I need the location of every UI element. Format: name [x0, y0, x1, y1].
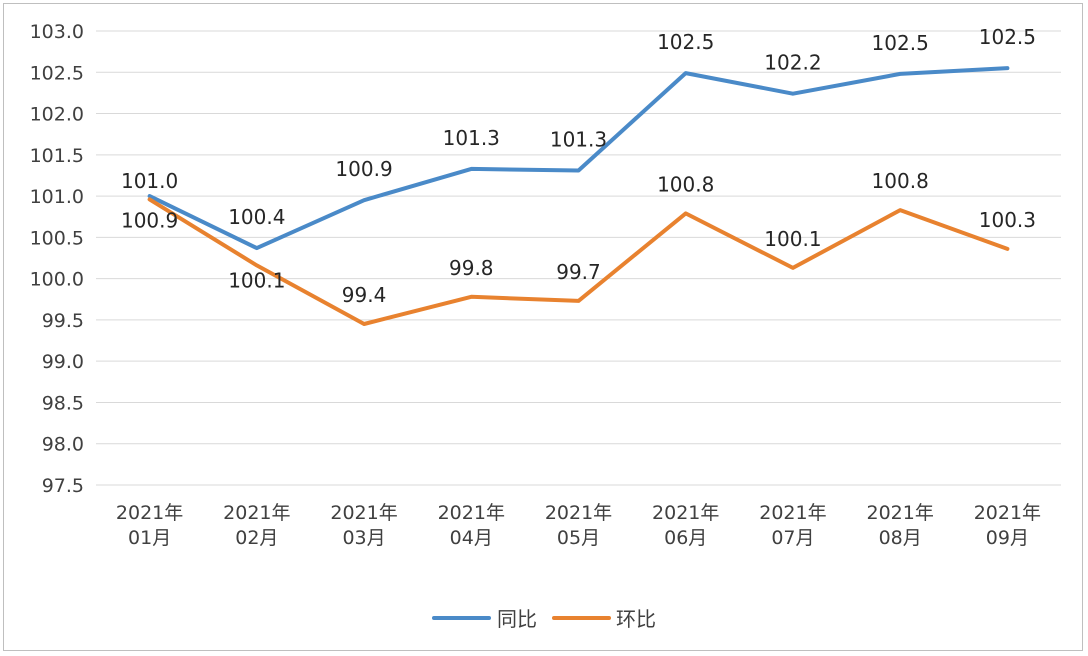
- data-label: 99.7: [556, 260, 601, 284]
- x-tick-label: 2021年 03月: [330, 502, 397, 549]
- y-tick-label: 100.5: [30, 227, 84, 249]
- legend-label-2: 环比: [616, 607, 656, 631]
- y-tick-label: 99.5: [42, 310, 84, 332]
- data-label: 102.5: [657, 30, 714, 54]
- x-tick-label-line: 05月: [557, 527, 600, 549]
- y-tick-label: 97.5: [42, 475, 84, 497]
- data-label: 100.9: [121, 208, 178, 232]
- y-tick-label: 101.5: [30, 145, 84, 167]
- x-tick-label-line: 04月: [450, 527, 493, 549]
- series-line-2: [147, 197, 1010, 326]
- data-label: 100.1: [764, 227, 821, 251]
- y-tick-label: 98.0: [42, 434, 84, 456]
- data-label: 101.3: [443, 126, 500, 150]
- data-labels: 101.0 100.4 100.9 101.3 101.3 102.5 102.2 102.5…: [121, 25, 1036, 307]
- x-tick-label: 2021年 07月: [759, 502, 826, 549]
- series-lines: [147, 66, 1010, 326]
- data-label: 100.1: [228, 268, 285, 292]
- x-tick-label-line: 2021年: [223, 502, 290, 524]
- x-tick-label: 2021年 04月: [438, 502, 505, 549]
- x-tick-label-line: 2021年: [438, 502, 505, 524]
- y-tick-label: 99.0: [42, 351, 84, 373]
- data-label: 100.9: [335, 157, 392, 181]
- x-tick-label: 2021年 01月: [116, 502, 183, 549]
- x-tick-label-line: 2021年: [759, 502, 826, 524]
- data-label: 101.3: [550, 128, 607, 152]
- x-tick-label-line: 07月: [771, 527, 814, 549]
- x-tick-label-line: 09月: [986, 527, 1029, 549]
- x-tick-label-line: 01月: [128, 527, 171, 549]
- line-chart: 97.5 98.0 98.5 99.0 99.5 100.0 100.5 101.0 101.5…: [30, 21, 1061, 631]
- x-tick-label: 2021年 08月: [866, 502, 933, 549]
- data-label: 102.2: [764, 51, 821, 75]
- data-label: 99.8: [449, 256, 494, 280]
- x-tick-label-line: 2021年: [330, 502, 397, 524]
- data-label: 101.0: [121, 169, 178, 193]
- x-tick-label: 2021年 05月: [545, 502, 612, 549]
- y-tick-label: 101.0: [30, 186, 84, 208]
- legend: 同比 环比: [432, 607, 656, 631]
- x-tick-label-line: 2021年: [652, 502, 719, 524]
- x-tick-label-line: 08月: [879, 527, 922, 549]
- data-label: 102.5: [872, 31, 929, 55]
- y-tick-label: 103.0: [30, 21, 84, 43]
- y-tick-label: 100.0: [30, 269, 84, 291]
- legend-label-1: 同比: [497, 607, 537, 631]
- data-label: 99.4: [342, 283, 387, 307]
- data-label: 102.5: [979, 25, 1036, 49]
- chart-frame: 97.5 98.0 98.5 99.0 99.5 100.0 100.5 101.0 101.5…: [3, 3, 1083, 651]
- data-label: 100.8: [657, 172, 714, 196]
- y-tick-label: 98.5: [42, 392, 84, 414]
- series-line-1: [147, 66, 1010, 251]
- x-tick-label-line: 2021年: [116, 502, 183, 524]
- x-tick-label-line: 2021年: [866, 502, 933, 524]
- x-tick-label-line: 06月: [664, 527, 707, 549]
- data-label: 100.8: [872, 169, 929, 193]
- x-tick-label: 2021年 06月: [652, 502, 719, 549]
- x-tick-label-line: 2021年: [974, 502, 1041, 524]
- data-label: 100.3: [979, 208, 1036, 232]
- y-tick-label: 102.0: [30, 104, 84, 126]
- gridlines: [96, 30, 1061, 486]
- x-tick-label-line: 02月: [235, 527, 278, 549]
- x-tick-label: 2021年 09月: [974, 502, 1041, 549]
- y-tick-label: 102.5: [30, 62, 84, 84]
- x-axis-tick-labels: 2021年 01月 2021年 02月 2021年 03月 2021年 04月 2021年 05月…: [116, 502, 1041, 549]
- data-label: 100.4: [228, 205, 285, 229]
- x-tick-label-line: 2021年: [545, 502, 612, 524]
- x-tick-label: 2021年 02月: [223, 502, 290, 549]
- y-axis-tick-labels: 97.5 98.0 98.5 99.0 99.5 100.0 100.5 101.0 101.5…: [30, 21, 84, 497]
- x-tick-label-line: 03月: [342, 527, 385, 549]
